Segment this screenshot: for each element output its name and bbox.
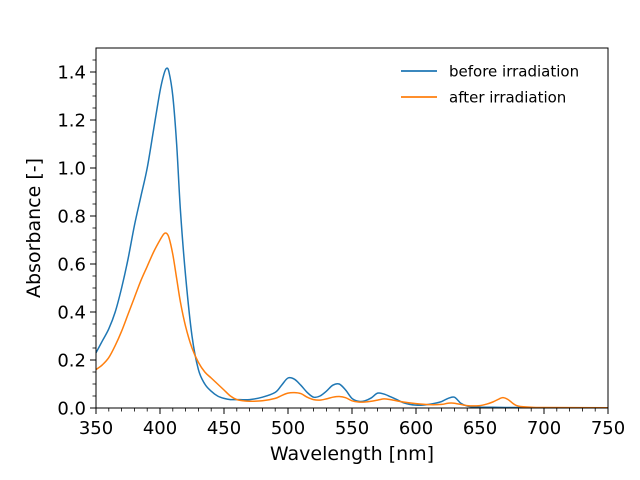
- y-tick-label: 0.8: [57, 207, 86, 228]
- y-tick-label: 0.0: [57, 399, 86, 420]
- x-tick-label: 450: [207, 418, 241, 439]
- x-tick-label: 400: [143, 418, 177, 439]
- series-line-2: [95, 232, 609, 409]
- y-axis-label: Absorbance [-]: [23, 158, 45, 298]
- x-tick-label: 750: [591, 418, 625, 439]
- x-tick-label: 650: [463, 418, 497, 439]
- y-tick-label: 0.6: [57, 255, 86, 276]
- series-layer: [95, 67, 609, 409]
- y-tick-label: 1.2: [57, 111, 86, 132]
- x-tick-label: 350: [79, 418, 113, 439]
- y-tick-label: 0.4: [57, 303, 86, 324]
- legend: before irradiation after irradiation: [401, 63, 579, 107]
- x-tick-label: 550: [335, 418, 369, 439]
- y-tick-label: 1.0: [57, 159, 86, 180]
- y-tick-label: 1.4: [57, 63, 86, 84]
- x-tick-label: 500: [271, 418, 305, 439]
- legend-label: after irradiation: [449, 89, 566, 107]
- y-axis-ticks: 0.0 0.2 0.4 0.6 0.8 1.0 1.2 1.4: [57, 59, 96, 420]
- x-axis-label: Wavelength [nm]: [270, 443, 434, 465]
- legend-label: before irradiation: [449, 63, 579, 81]
- x-axis-ticks: 350 400 450 500 550 600 650 700 750: [79, 408, 625, 439]
- x-tick-label: 600: [399, 418, 433, 439]
- y-tick-label: 0.2: [57, 351, 86, 372]
- series-line-1: [95, 67, 609, 409]
- x-tick-label: 700: [527, 418, 561, 439]
